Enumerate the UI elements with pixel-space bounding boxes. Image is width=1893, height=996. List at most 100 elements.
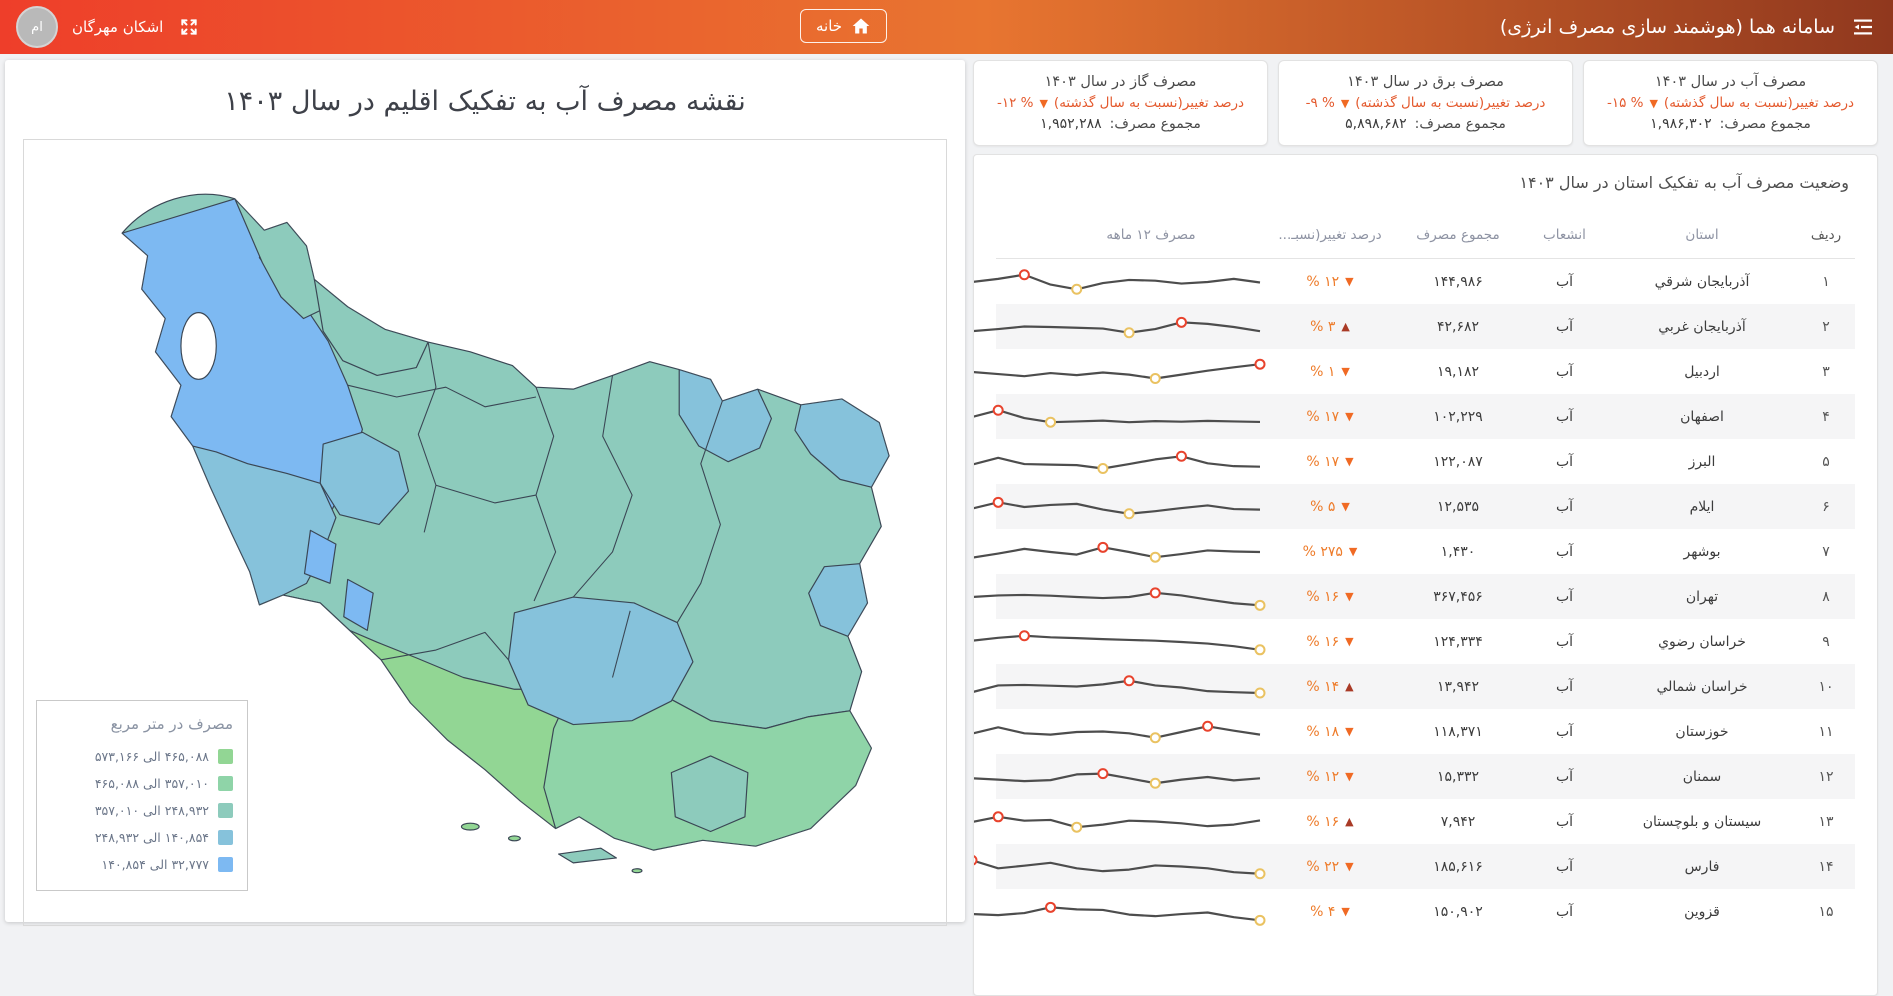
cell-row-number: ۱۵ bbox=[1818, 903, 1834, 920]
total-label: مجموع مصرف: bbox=[1109, 116, 1201, 132]
sparkline-chart bbox=[974, 901, 1266, 926]
spark-max-dot bbox=[1018, 268, 1030, 280]
map-region-khorasan-b[interactable] bbox=[794, 398, 890, 488]
sidebar-toggle-icon[interactable] bbox=[1849, 13, 1877, 41]
trend-arrow-icon: ▲ bbox=[1345, 680, 1354, 693]
change-value: % ۱۷ bbox=[1306, 453, 1340, 470]
table-row: ۱ آذربایجان شرقي آب ۱۴۴,۹۸۶ ▼ % ۱۲ bbox=[974, 259, 1855, 304]
legend-swatch bbox=[218, 856, 233, 872]
total-value: ۱,۹۸۶,۳۰۲ bbox=[1650, 116, 1712, 132]
user-name[interactable]: اشکان مهرگان bbox=[72, 18, 164, 36]
legend-label: ۱۴۰,۸۵۴ الی ۲۴۸,۹۳۲ bbox=[94, 829, 209, 845]
cell-province: اصفهان bbox=[1680, 408, 1724, 425]
cell-sparkline bbox=[974, 487, 1266, 527]
change-value: % ۱۴ bbox=[1306, 678, 1340, 695]
stat-card-total: مجموع مصرف: ۱,۹۸۶,۳۰۲ bbox=[1650, 116, 1811, 132]
cell-change: ▼ % ۱۲ bbox=[1266, 769, 1394, 785]
cell-change: ▼ % ۲۲ bbox=[1266, 859, 1394, 875]
table-row: ۱۳ سیستان و بلوچستان آب ۷,۹۴۲ ▲ % ۱۶ bbox=[974, 799, 1855, 844]
arrow-down-icon: ▼ bbox=[1649, 96, 1658, 110]
spark-max-dot bbox=[1202, 720, 1214, 732]
table-header: ردیف استان انشعاب مجموع مصرف درصد تغییر(… bbox=[996, 212, 1855, 259]
cell-change: ▲ % ۱۶ bbox=[1266, 814, 1394, 830]
map-region-east-edge[interactable] bbox=[808, 563, 869, 637]
table-row: ۷ بوشهر آب ۱,۴۳۰ ▼ % ۲۷۵ bbox=[974, 529, 1855, 574]
cell-total: ۱۲,۵۳۵ bbox=[1436, 498, 1480, 515]
col-header-spark: مصرف ۱۲ ماهه bbox=[1106, 227, 1196, 243]
cell-change: ▼ % ۱۲ bbox=[1266, 274, 1394, 290]
stat-card-gas: مصرف گاز در سال ۱۴۰۳ درصد تغییر(نسبت به … bbox=[973, 60, 1268, 146]
home-button[interactable]: خانه bbox=[800, 9, 888, 43]
spark-min-dot bbox=[1123, 326, 1135, 338]
cell-row-number: ۹ bbox=[1822, 633, 1830, 650]
cell-branch: آب bbox=[1555, 903, 1574, 920]
app-title: سامانه هما (هوشمند سازی مصرف انرژی) bbox=[1499, 16, 1835, 38]
map-region-lorestan[interactable] bbox=[303, 529, 337, 584]
map-region-chaharmahal[interactable] bbox=[343, 578, 374, 632]
main-content: مصرف آب در سال ۱۴۰۳ درصد تغییر(نسبت به س… bbox=[0, 54, 1893, 996]
table-row: ۱۵ قزوین آب ۱۵۰,۹۰۲ ▼ % ۴ bbox=[974, 889, 1855, 934]
map-region-se-blob[interactable] bbox=[670, 755, 749, 833]
spark-min-dot bbox=[1045, 416, 1057, 428]
table-row: ۳ اردبیل آب ۱۹,۱۸۲ ▼ % ۱ bbox=[974, 349, 1855, 394]
cell-change: ▼ % ۱۷ bbox=[1266, 409, 1394, 425]
legend-title: مصرف در متر مربع bbox=[110, 714, 233, 733]
cell-province: اردبیل bbox=[1684, 363, 1720, 380]
cell-row-number: ۱۱ bbox=[1818, 723, 1834, 740]
cell-change: ▼ % ۱۶ bbox=[1266, 589, 1394, 605]
change-value: -۱۵ % bbox=[1606, 95, 1644, 111]
change-value: % ۱۶ bbox=[1306, 813, 1340, 830]
iran-map[interactable] bbox=[24, 140, 946, 925]
sparkline-chart bbox=[974, 404, 1261, 428]
trend-arrow-icon: ▼ bbox=[1341, 500, 1350, 513]
cell-sparkline bbox=[974, 262, 1266, 302]
cell-total: ۱۲۴,۳۳۴ bbox=[1433, 633, 1483, 650]
spark-max-dot bbox=[974, 854, 978, 865]
cell-branch: آب bbox=[1555, 678, 1574, 695]
table-row: ۵ البرز آب ۱۲۲,۰۸۷ ▼ % ۱۷ bbox=[974, 439, 1855, 484]
map-region-ne-blue[interactable] bbox=[641, 304, 686, 341]
spark-min-dot bbox=[1071, 283, 1083, 295]
sparkline-chart bbox=[974, 720, 1261, 743]
spark-min-dot bbox=[1149, 731, 1161, 743]
spark-min-dot bbox=[1097, 462, 1109, 474]
change-value: % ۱۸ bbox=[1306, 723, 1340, 740]
sparkline-chart bbox=[974, 854, 1266, 879]
sparkline-chart bbox=[974, 629, 1266, 655]
app-header: سامانه هما (هوشمند سازی مصرف انرژی) خانه… bbox=[0, 0, 1893, 54]
gulf-islands bbox=[460, 822, 643, 874]
col-header-change: درصد تغییر(نسبـ... bbox=[1278, 227, 1382, 243]
change-value: % ۵ bbox=[1310, 498, 1336, 515]
cell-province: ایلام bbox=[1689, 498, 1715, 515]
cell-row-number: ۲ bbox=[1822, 318, 1830, 335]
cell-sparkline bbox=[974, 667, 1266, 707]
map-title: نقشه مصرف آب به تفکیک اقلیم در سال ۱۴۰۳ bbox=[224, 86, 746, 117]
change-value: % ۴ bbox=[1310, 903, 1336, 920]
cell-sparkline bbox=[974, 892, 1266, 932]
sparkline-chart bbox=[974, 810, 1261, 833]
change-value: % ۱ bbox=[1310, 363, 1336, 380]
stat-card-water: مصرف آب در سال ۱۴۰۳ درصد تغییر(نسبت به س… bbox=[1583, 60, 1878, 146]
legend-label: ۳۲,۷۷۷ الی ۱۴۰,۸۵۴ bbox=[101, 856, 209, 872]
avatar[interactable]: ام bbox=[16, 6, 58, 48]
cell-change: ▼ % ۵ bbox=[1266, 499, 1394, 515]
trend-arrow-icon: ▼ bbox=[1345, 590, 1354, 603]
cell-row-number: ۵ bbox=[1822, 453, 1830, 470]
cell-province: خوزستان bbox=[1675, 723, 1729, 740]
cell-row-number: ۱۴ bbox=[1818, 858, 1834, 875]
cell-row-number: ۴ bbox=[1822, 408, 1830, 425]
cell-total: ۴۲,۶۸۲ bbox=[1436, 318, 1480, 335]
cell-change: ▲ % ۱۴ bbox=[1266, 679, 1394, 695]
cell-branch: آب bbox=[1555, 588, 1574, 605]
map-region-khorasan-a[interactable] bbox=[678, 368, 772, 463]
map-region-kerman[interactable] bbox=[507, 596, 694, 726]
home-icon bbox=[851, 16, 871, 36]
col-header-branch: انشعاب bbox=[1543, 227, 1586, 243]
sparkline-chart bbox=[974, 268, 1261, 295]
cell-province: خراسان رضوي bbox=[1658, 633, 1746, 650]
table-row: ۸ تهران آب ۳۶۷,۴۵۶ ▼ % ۱۶ bbox=[974, 574, 1855, 619]
fullscreen-icon[interactable] bbox=[177, 15, 201, 39]
map-region-hamadan[interactable] bbox=[319, 431, 410, 526]
change-value: % ۱۲ bbox=[1306, 768, 1340, 785]
change-value: % ۲۲ bbox=[1306, 858, 1340, 875]
